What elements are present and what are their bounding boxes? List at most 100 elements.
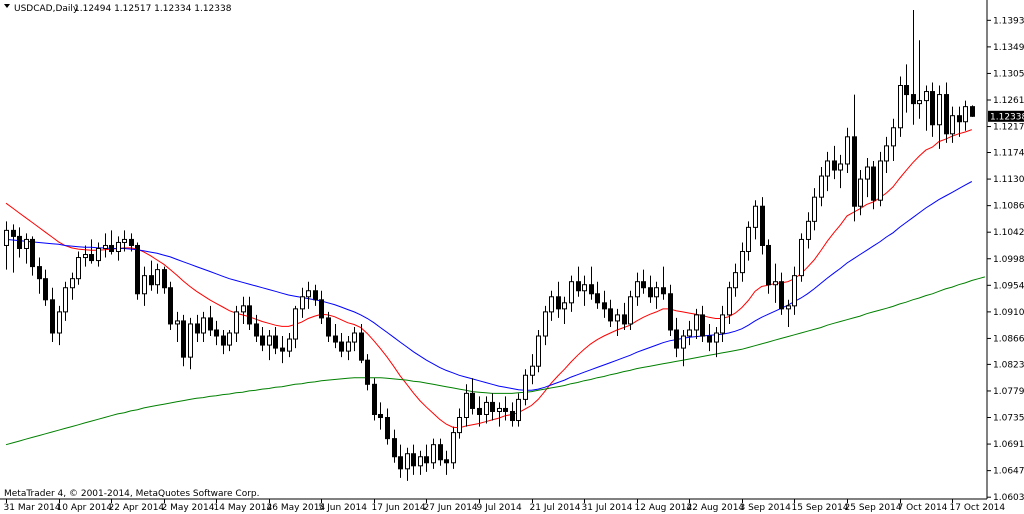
- candle: [195, 314, 200, 343]
- candle: [543, 305, 548, 346]
- candle-body-down: [17, 235, 22, 249]
- candle: [352, 326, 357, 352]
- candle-body-up: [142, 275, 147, 295]
- candle-body-up: [516, 398, 521, 422]
- candle-body-up: [549, 296, 554, 313]
- candle: [142, 266, 147, 306]
- candle-body-up: [63, 287, 68, 313]
- candle-body-up: [845, 136, 850, 165]
- candle-body-down: [280, 347, 285, 352]
- price-tick-label: 1.13490: [993, 43, 1024, 53]
- candle-body-down: [510, 410, 515, 422]
- price-tag-text: 1.12338: [990, 112, 1024, 122]
- candle-body-up: [746, 226, 751, 253]
- candle: [11, 224, 16, 273]
- candle: [241, 296, 246, 324]
- candle-body-down: [871, 166, 876, 201]
- candle-body-down: [50, 299, 55, 334]
- candle: [970, 105, 975, 117]
- candle: [162, 266, 167, 294]
- candle: [70, 272, 75, 300]
- candle: [530, 354, 535, 385]
- candle-body-down: [556, 296, 561, 310]
- candle-body-up: [681, 335, 686, 349]
- candle: [457, 408, 462, 439]
- candle-body-up: [858, 178, 863, 207]
- time-tick-label: 12 Aug 2014: [635, 503, 693, 513]
- time-tick-label: 17 Jun 2014: [372, 503, 426, 513]
- candle-body-down: [970, 106, 975, 117]
- candle: [63, 281, 68, 321]
- candle: [96, 242, 101, 267]
- candle-body-up: [300, 296, 305, 310]
- candle: [503, 396, 508, 421]
- candle-body-up: [825, 160, 830, 177]
- candle: [904, 64, 909, 113]
- candle-body-down: [470, 392, 475, 409]
- candle-body-down: [707, 335, 712, 343]
- candle: [57, 305, 62, 346]
- candle-body-up: [83, 254, 88, 259]
- candle: [280, 336, 285, 364]
- candle-body-up: [457, 417, 462, 434]
- candle-body-up: [57, 311, 62, 334]
- candle-body-down: [378, 413, 383, 419]
- candle: [963, 100, 968, 131]
- candle-body-down: [766, 244, 771, 286]
- copyright-label: MetaTrader 4, © 2001-2014, MetaQuotes So…: [4, 489, 260, 499]
- candle: [582, 275, 587, 306]
- candle: [103, 233, 108, 258]
- candle-body-up: [24, 238, 29, 249]
- candle-body-down: [503, 407, 508, 412]
- candle-body-down: [385, 417, 390, 440]
- candle: [595, 281, 600, 309]
- time-tick-label: 31 Jul 2014: [582, 503, 633, 513]
- dropdown-triangle-icon[interactable]: [4, 4, 10, 8]
- candle: [122, 230, 127, 252]
- candle-body-down: [195, 323, 200, 334]
- candle: [773, 263, 778, 303]
- candle-body-up: [878, 160, 883, 201]
- price-tick-label: 1.07790: [993, 387, 1024, 397]
- time-tick-label: 17 Oct 2014: [950, 503, 1006, 513]
- candle: [484, 396, 489, 424]
- candle: [569, 275, 574, 312]
- candle-body-down: [109, 244, 114, 253]
- candle: [17, 227, 22, 258]
- candle: [635, 272, 640, 306]
- time-tick-label: 3 Sep 2014: [740, 503, 792, 513]
- price-tick-label: 1.12610: [993, 96, 1024, 106]
- candle-body-down: [162, 269, 167, 289]
- candle: [714, 326, 719, 358]
- candle-body-up: [431, 444, 436, 464]
- candle-body-down: [168, 287, 173, 325]
- candle-body-up: [891, 127, 896, 147]
- candle-body-down: [944, 94, 949, 135]
- candle-body-down: [214, 329, 219, 337]
- candle: [477, 396, 482, 427]
- moving-average-line-3: [5, 276, 986, 446]
- candle-body-up: [937, 94, 942, 126]
- candle-body-down: [89, 254, 94, 262]
- candle: [720, 305, 725, 343]
- candle: [208, 305, 213, 337]
- candle: [227, 329, 232, 352]
- time-tick-label: 21 Jul 2014: [530, 503, 581, 513]
- candle: [254, 314, 259, 343]
- candle: [917, 40, 922, 119]
- candle: [221, 329, 226, 355]
- candle-body-up: [267, 335, 272, 346]
- candle-body-up: [806, 220, 811, 240]
- candle: [838, 154, 843, 189]
- candle-body-down: [11, 229, 16, 237]
- candle-body-down: [438, 444, 443, 461]
- candle: [668, 284, 673, 337]
- candle-body-up: [615, 314, 620, 322]
- candle-body-up: [812, 196, 817, 222]
- candle: [234, 305, 239, 343]
- candle-body-up: [898, 85, 903, 129]
- candle-body-up: [306, 290, 311, 298]
- candle-body-up: [562, 302, 567, 310]
- candle: [470, 378, 475, 415]
